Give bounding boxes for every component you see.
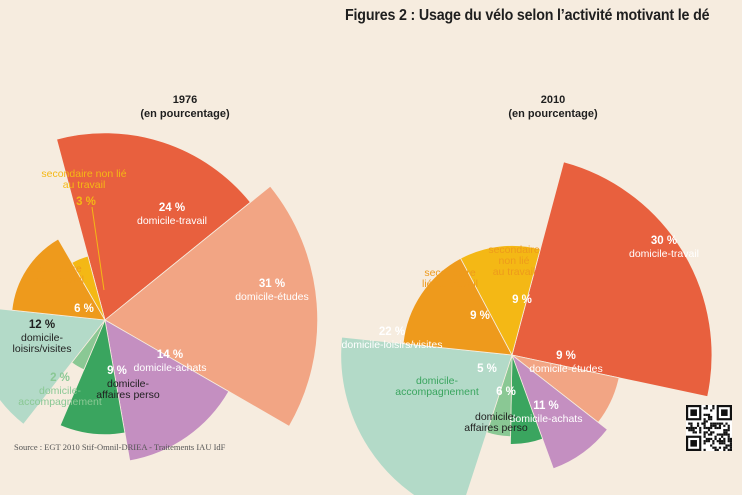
value-domicile-etudes: 31 % <box>259 278 285 290</box>
chart-subtitle: (en pourcentage) <box>508 108 598 120</box>
label-secondaire-non-lie-au-travail: secondaire non lié au travail <box>488 244 540 278</box>
label-secondaire-lie-au-travail: secondaire lié au travail <box>422 267 478 290</box>
slice-domicile-travail <box>56 132 251 321</box>
value-domicile-accompagnement: 2 % <box>50 372 70 384</box>
chart-title: 2010 <box>541 94 565 106</box>
slice-domicile-loisirs-visites <box>0 308 106 425</box>
page-title: Figures 2 : Usage du vélo selon l’activi… <box>345 7 710 24</box>
value-domicile-loisirs-visites: 12 % <box>29 319 55 331</box>
value-secondaire-lie-au-travail: 6 % <box>74 303 94 315</box>
value-domicile-accompagnement: 5 % <box>477 363 497 375</box>
slice-domicile-etudes <box>104 185 319 427</box>
value-domicile-affaires-perso: 9 % <box>107 365 127 377</box>
label-domicile-etudes: domicile-études <box>235 291 309 303</box>
value-domicile-achats: 14 % <box>157 349 183 361</box>
label-domicile-loisirs-visites: domicile-loisirs/visites <box>13 332 72 355</box>
leader-line <box>91 206 105 291</box>
slice-secondaire-lie-au-travail <box>11 238 106 321</box>
value-domicile-achats: 11 % <box>533 400 559 412</box>
slice-secondaire-lie-au-travail <box>402 257 513 356</box>
value-secondaire-lie-au-travail: 9 % <box>470 310 490 322</box>
label-domicile-travail: domicile-travail <box>137 215 207 227</box>
slice-domicile-affaires-perso <box>59 318 126 435</box>
label-domicile-loisirs-visites: domicile-loisirs/visites <box>342 339 443 351</box>
value-secondaire-non-lie-au-travail: 9 % <box>512 294 532 306</box>
slice-domicile-travail <box>511 161 713 398</box>
label-secondaire-lie-au-travail: secondaire lié au travail <box>28 263 84 286</box>
label-domicile-travail: domicile-travail <box>629 248 699 260</box>
value-domicile-affaires-perso: 6 % <box>496 386 516 398</box>
label-domicile-affaires-perso: domicile-affaires perso <box>464 411 528 434</box>
chart-subtitle: (en pourcentage) <box>140 108 230 120</box>
slice-domicile-achats <box>511 353 608 470</box>
source-note: Source : EGT 2010 Stif-Omnil-DRIEA - Tra… <box>14 442 226 452</box>
value-domicile-travail: 24 % <box>159 202 185 214</box>
label-domicile-accompagnement: domicile-accompagnement <box>18 385 102 408</box>
slice-domicile-affaires-perso <box>509 354 544 445</box>
label-domicile-achats: domicile-achats <box>134 362 207 374</box>
label-secondaire-non-lie-au-travail: secondaire non lié au travail <box>41 168 126 191</box>
chart-title: 1976 <box>173 94 197 106</box>
slice-domicile-loisirs-visites <box>340 336 513 495</box>
value-secondaire-non-lie-au-travail: 3 % <box>76 196 96 208</box>
qr-code[interactable] <box>686 405 732 451</box>
value-domicile-loisirs-visites: 22 % <box>379 326 405 338</box>
label-domicile-affaires-perso: domicile-affaires perso <box>96 378 160 401</box>
value-domicile-travail: 30 % <box>651 235 677 247</box>
slice-secondaire-non-lie-au-travail <box>71 255 106 321</box>
label-domicile-achats: domicile-achats <box>510 413 583 425</box>
label-domicile-accompagnement: domicile-accompagnement <box>395 375 479 398</box>
value-domicile-etudes: 9 % <box>556 350 576 362</box>
label-domicile-etudes: domicile-études <box>529 363 603 375</box>
slice-secondaire-non-lie-au-travail <box>460 245 541 357</box>
slice-domicile-achats <box>104 319 230 462</box>
